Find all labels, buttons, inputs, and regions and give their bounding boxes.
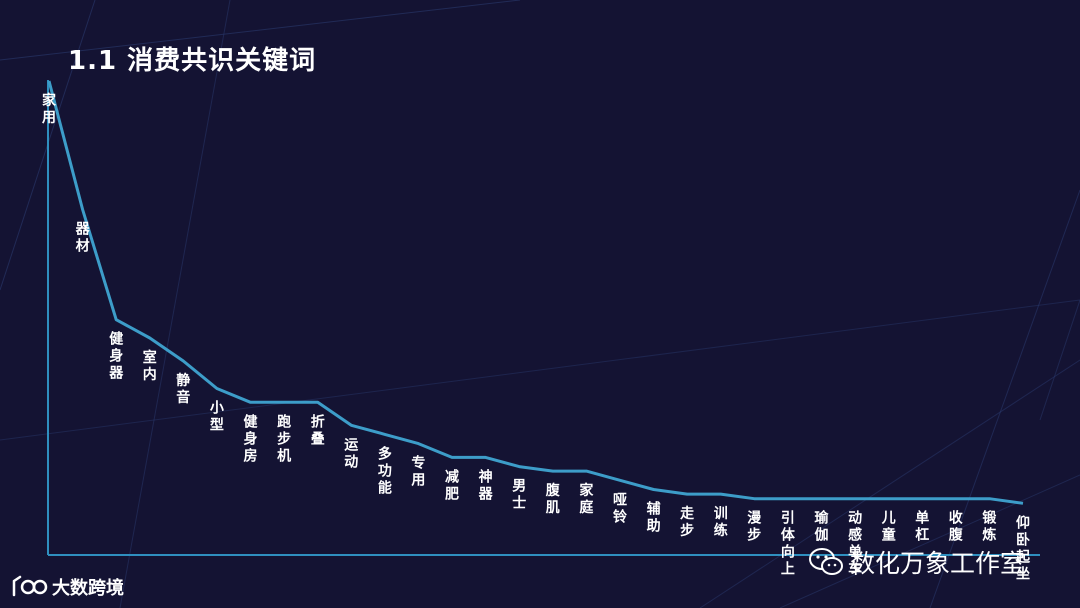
series-line bbox=[47, 80, 1024, 505]
category-label: 哑铃 bbox=[613, 492, 627, 525]
category-label: 引体向上 bbox=[781, 511, 796, 578]
category-label: 动感单车 bbox=[848, 510, 862, 578]
category-label: 锻炼 bbox=[982, 510, 996, 544]
category-label: 专用 bbox=[411, 455, 425, 489]
brand-logo-icon bbox=[12, 575, 48, 597]
category-label: 走步 bbox=[680, 506, 695, 539]
category-label: 减肥 bbox=[445, 468, 459, 502]
category-label: 折叠 bbox=[311, 413, 325, 447]
category-label: 运动 bbox=[344, 437, 358, 470]
wechat-icon bbox=[809, 548, 843, 575]
category-label: 儿童 bbox=[881, 511, 896, 544]
category-label: 仰卧起坐 bbox=[1015, 514, 1031, 582]
category-label: 单杠 bbox=[915, 510, 929, 544]
category-label: 神器 bbox=[478, 468, 494, 502]
category-label: 漫步 bbox=[747, 510, 762, 544]
category-label: 腹肌 bbox=[546, 482, 561, 516]
category-label: 小型 bbox=[210, 401, 224, 434]
category-label: 辅助 bbox=[647, 501, 661, 535]
category-label: 家庭 bbox=[579, 482, 594, 516]
category-label: 家用 bbox=[42, 92, 57, 126]
category-label: 瑜伽 bbox=[815, 510, 830, 544]
brand-text: 大数跨境 bbox=[52, 578, 124, 599]
category-label: 健身器 bbox=[108, 331, 124, 382]
watermark-text: 数化万象工作室 bbox=[850, 549, 1026, 578]
category-label: 静音 bbox=[176, 372, 190, 406]
category-label: 男士 bbox=[512, 479, 526, 512]
category-label: 收腹 bbox=[949, 510, 964, 544]
brand: 大数跨境 bbox=[10, 574, 124, 600]
category-label: 室内 bbox=[143, 349, 157, 383]
watermark: 数化万象工作室 bbox=[808, 544, 1025, 580]
category-label: 健身房 bbox=[244, 413, 258, 464]
category-label: 跑步机 bbox=[277, 413, 291, 464]
category-label: 器材 bbox=[75, 222, 91, 255]
page-title: 1.1 消费共识关键词 bbox=[68, 46, 317, 76]
category-label: 多功能 bbox=[378, 445, 392, 496]
category-label: 训练 bbox=[714, 506, 728, 539]
